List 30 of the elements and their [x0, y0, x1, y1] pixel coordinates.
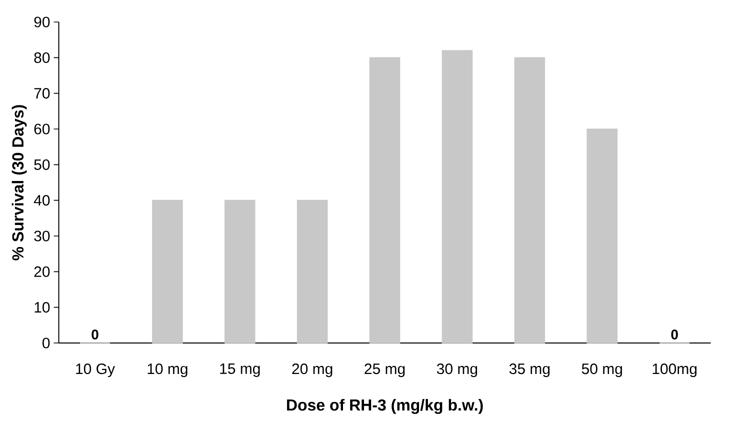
y-tick-label: 30 — [34, 230, 50, 242]
bar — [369, 57, 400, 344]
y-tick-label: 60 — [34, 124, 50, 134]
y-tick-label: 10 — [34, 302, 50, 313]
data-label: 0 — [671, 330, 678, 340]
x-tick-label: 30 mg — [436, 364, 478, 378]
y-tick-label: 80 — [34, 52, 50, 63]
y-tick-label: 0 — [42, 338, 50, 348]
x-tick-label: 15 mg — [220, 364, 260, 377]
bar — [296, 200, 328, 344]
bar — [224, 200, 256, 344]
bar — [586, 128, 618, 344]
y-axis-title: % Survival (30 Days) — [12, 105, 27, 260]
x-tick-label: 50 mg — [582, 364, 622, 378]
x-axis-title: Dose of RH-3 (mg/kg b.w.) — [287, 398, 483, 414]
x-tick-label: 35 mg — [509, 364, 550, 378]
x-tick-label: 10 Gy — [76, 364, 115, 378]
y-tick-label: 90 — [34, 16, 50, 28]
y-tick-label: 70 — [34, 88, 50, 99]
y-tick-label: 40 — [34, 195, 50, 206]
x-tick-label: 100mg — [652, 364, 697, 378]
x-tick-label: 25 mg — [364, 364, 405, 378]
bar — [442, 50, 473, 344]
data-label: 0 — [92, 330, 98, 340]
x-tick-label: 10 mg — [148, 364, 188, 378]
bar — [514, 57, 546, 344]
x-tick-label: 20 mg — [292, 364, 332, 378]
bar — [152, 200, 183, 344]
y-tick-label: 50 — [34, 159, 50, 170]
y-tick-label: 20 — [34, 266, 50, 277]
